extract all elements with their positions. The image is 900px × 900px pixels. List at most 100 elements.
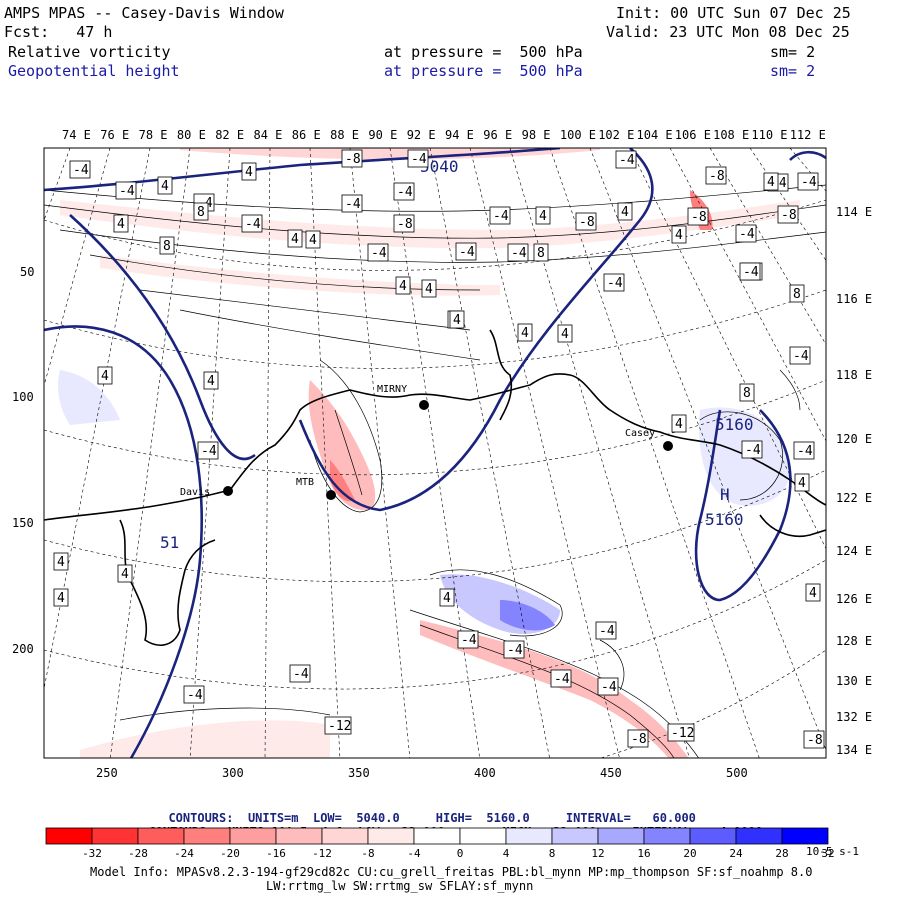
svg-text:4: 4 bbox=[675, 228, 683, 243]
colorbar-tick: 28 bbox=[775, 847, 789, 860]
contour-label: 4 bbox=[305, 230, 321, 249]
svg-text:-4: -4 bbox=[461, 633, 477, 648]
field1-name: Relative vorticity bbox=[8, 43, 171, 61]
colorbar-swatch bbox=[45, 827, 93, 845]
colorbar-tick: 4 bbox=[502, 847, 510, 860]
contour-label: -4 bbox=[597, 677, 619, 696]
left-y-tick: 200 bbox=[12, 642, 34, 656]
colorbar-tick: -16 bbox=[266, 847, 286, 860]
model-physics: LW:rrtmg_lw SW:rrtmg_sw SFLAY:sf_mynn bbox=[266, 879, 534, 893]
colorbar-tick: 24 bbox=[729, 847, 743, 860]
legend-height-contours: CONTOURS: UNITS=m LOW= 5040.0 HIGH= 5160… bbox=[154, 797, 696, 825]
contour-label: -4 bbox=[741, 440, 763, 459]
field1-smoothing: sm= 2 bbox=[770, 43, 816, 61]
contour-label: -4 bbox=[197, 441, 219, 460]
shade-mtb-inner bbox=[330, 460, 355, 502]
colorbar-tick: -20 bbox=[220, 847, 240, 860]
shade-north-band bbox=[180, 148, 600, 160]
station-casey-marker bbox=[663, 441, 673, 451]
contour-label-layer: -4 -4 4 -4 4 8 4 -4 4 -8 8 -4 4 -4 -4 -8 4 -4 4 4 -4 4 4 -4 4 -8 -… bbox=[53, 149, 825, 749]
bottom-x-tick: 400 bbox=[474, 766, 496, 780]
right-lon-label: 128 E bbox=[836, 634, 873, 648]
colorbar-swatch bbox=[321, 827, 369, 845]
svg-text:-12: -12 bbox=[328, 719, 351, 734]
contour-label: -4 bbox=[503, 640, 525, 659]
contour-label: 4 bbox=[113, 214, 129, 233]
legend-height-interval: INTERVAL= 60.000 bbox=[565, 811, 696, 825]
colorbar-tick: -24 bbox=[174, 847, 194, 860]
svg-text:-8: -8 bbox=[691, 210, 707, 225]
svg-text:-4: -4 bbox=[119, 184, 135, 199]
top-lon-label: 80 E bbox=[176, 128, 206, 142]
legend-height-units: UNITS=m bbox=[247, 811, 299, 825]
contour-label: 4 bbox=[395, 276, 411, 295]
shade-south-blue-2 bbox=[500, 600, 555, 631]
colorbar-tick: -28 bbox=[128, 847, 148, 860]
station-mtb-label: MTB bbox=[296, 477, 314, 488]
contour-label: -8 bbox=[803, 730, 825, 749]
svg-text:4: 4 bbox=[245, 165, 253, 180]
colorbar-swatch bbox=[91, 827, 139, 845]
colorbar-tick: 0 bbox=[456, 847, 464, 860]
svg-text:4: 4 bbox=[443, 591, 451, 606]
top-lon-label: 92 E bbox=[406, 128, 436, 142]
colorbar-swatch bbox=[275, 827, 323, 845]
right-lon-label: 122 E bbox=[836, 491, 873, 505]
left-y-tick: 100 bbox=[12, 390, 34, 404]
svg-text:-4: -4 bbox=[459, 245, 475, 260]
svg-text:-4: -4 bbox=[793, 349, 809, 364]
height-label-5040: 5040 bbox=[420, 157, 459, 176]
colorbar-tick: -12 bbox=[312, 847, 332, 860]
contour-label: -4 bbox=[115, 181, 137, 200]
contour-label: -4 bbox=[789, 346, 811, 365]
contour-label: 4 bbox=[535, 206, 551, 225]
forecast-hour: Fcst: 47 h bbox=[4, 23, 113, 41]
colorbar-tick: 20 bbox=[683, 847, 697, 860]
contour-label: -8 bbox=[705, 166, 727, 185]
svg-text:4: 4 bbox=[57, 591, 65, 606]
right-lon-label: 130 E bbox=[836, 674, 873, 688]
shade-band-1 bbox=[60, 200, 800, 249]
legend-height-label: CONTOURS: bbox=[168, 811, 234, 825]
bottom-x-tick: 500 bbox=[726, 766, 748, 780]
colorbar-tick: 16 bbox=[637, 847, 651, 860]
svg-text:-4: -4 bbox=[245, 217, 261, 232]
station-davis-label: Davis bbox=[180, 487, 210, 498]
station-mirny-label: MIRNY bbox=[377, 384, 407, 395]
svg-text:-8: -8 bbox=[709, 169, 725, 184]
bottom-x-tick: 250 bbox=[96, 766, 118, 780]
colorbar-swatch bbox=[229, 827, 277, 845]
colorbar-swatch bbox=[459, 827, 507, 845]
height-label-5160-a: 5160 bbox=[715, 415, 754, 434]
svg-text:8: 8 bbox=[743, 386, 751, 401]
svg-text:-4: -4 bbox=[797, 444, 813, 459]
svg-text:-8: -8 bbox=[345, 152, 361, 167]
svg-text:4: 4 bbox=[798, 476, 806, 491]
contour-label: -4 bbox=[489, 206, 511, 225]
contour-label: 4 bbox=[617, 202, 633, 221]
contour-label: -8 bbox=[341, 149, 363, 168]
top-lon-label: 74 E bbox=[62, 128, 91, 142]
svg-text:8: 8 bbox=[793, 287, 801, 302]
shade-sw-band bbox=[80, 720, 330, 758]
shade-south-red-band bbox=[420, 620, 689, 758]
svg-text:4: 4 bbox=[207, 374, 215, 389]
svg-text:4: 4 bbox=[121, 567, 129, 582]
station-mtb-marker bbox=[326, 490, 336, 500]
left-y-tick: 150 bbox=[12, 516, 34, 530]
colorbar-swatch bbox=[505, 827, 553, 845]
high-marker: H bbox=[720, 485, 730, 504]
svg-text:-4: -4 bbox=[201, 444, 217, 459]
svg-text:4: 4 bbox=[453, 313, 461, 328]
contour-label: -4 bbox=[407, 149, 429, 168]
svg-text:-4: -4 bbox=[743, 265, 759, 280]
svg-text:-4: -4 bbox=[73, 163, 89, 178]
svg-text:4: 4 bbox=[561, 327, 569, 342]
top-lon-label: 78 E bbox=[138, 128, 168, 142]
bottom-x-tick: 350 bbox=[348, 766, 370, 780]
svg-text:-8: -8 bbox=[631, 732, 647, 747]
svg-text:-8: -8 bbox=[397, 217, 413, 232]
contour-label: -4 bbox=[341, 194, 363, 213]
svg-text:8: 8 bbox=[163, 239, 171, 254]
contour-label: 8 bbox=[789, 284, 805, 303]
